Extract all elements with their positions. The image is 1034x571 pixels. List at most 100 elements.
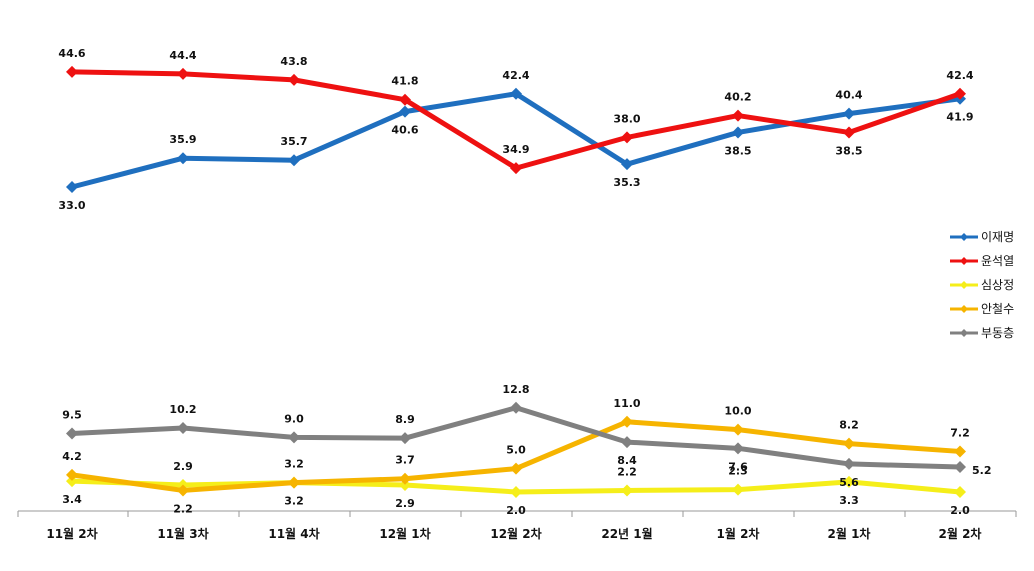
data-label: 40.4: [835, 89, 862, 102]
data-point: [399, 93, 411, 106]
data-point: [954, 486, 966, 498]
data-label: 40.2: [724, 91, 751, 104]
x-tick-label: 11월 2차: [46, 526, 97, 541]
data-point: [510, 401, 522, 414]
data-label: 11.0: [613, 397, 640, 410]
data-label: 3.4: [62, 493, 82, 506]
data-label: 2.2: [617, 465, 637, 478]
data-point: [621, 131, 633, 144]
data-point: [288, 154, 300, 167]
data-point: [954, 445, 966, 458]
data-point: [177, 152, 189, 165]
x-tick-label: 11월 4차: [268, 526, 319, 541]
data-point: [954, 87, 966, 100]
data-point: [843, 437, 855, 450]
data-label: 35.7: [280, 135, 307, 148]
data-label: 44.4: [169, 49, 196, 62]
data-label: 8.2: [839, 419, 859, 432]
data-label: 3.2: [284, 495, 304, 508]
data-point: [732, 126, 744, 139]
data-point: [621, 158, 633, 171]
data-point: [66, 65, 78, 78]
data-label: 3.7: [395, 454, 415, 467]
data-label: 42.4: [502, 69, 529, 82]
legend-swatch-marker: [960, 233, 968, 241]
data-label: 5.0: [506, 444, 526, 457]
legend-swatch-marker: [960, 281, 968, 289]
x-tick-label: 2월 2차: [939, 526, 982, 541]
data-point: [732, 483, 744, 496]
data-label: 5.6: [839, 476, 859, 489]
legend-label: 이재명: [981, 230, 1014, 244]
data-label: 8.9: [395, 413, 415, 426]
data-label: 35.9: [169, 133, 196, 146]
data-label: 2.0: [506, 504, 526, 517]
data-point: [843, 126, 855, 139]
legend-label: 윤석열: [981, 254, 1014, 268]
data-label: 12.8: [502, 383, 529, 396]
x-tick-label: 2월 1차: [828, 526, 871, 541]
data-point: [732, 109, 744, 122]
data-label: 38.0: [613, 112, 640, 125]
x-tick-label: 12월 2차: [490, 526, 541, 541]
data-point: [399, 105, 411, 118]
data-point: [66, 181, 78, 193]
data-label: 10.0: [724, 405, 751, 418]
data-label: 8.4: [617, 454, 637, 467]
data-point: [843, 475, 855, 488]
data-point: [288, 476, 300, 489]
data-label: 42.4: [946, 69, 973, 82]
data-label: 43.8: [280, 55, 307, 68]
legend-label: 부동층: [981, 326, 1014, 340]
data-point: [177, 67, 189, 80]
data-label: 7.2: [950, 426, 970, 439]
data-point: [66, 427, 78, 440]
legend-swatch-marker: [960, 305, 968, 313]
x-tick-label: 11월 3차: [157, 526, 208, 541]
data-point: [288, 73, 300, 86]
data-label: 2.9: [173, 460, 193, 473]
data-point: [66, 468, 78, 481]
data-label: 10.2: [169, 403, 196, 416]
data-label: 35.3: [613, 176, 640, 189]
data-point: [843, 457, 855, 470]
data-label: 33.0: [58, 199, 85, 212]
data-point: [843, 107, 855, 120]
data-label: 44.6: [58, 47, 85, 60]
legend-swatch-marker: [960, 257, 968, 265]
data-point: [510, 486, 522, 498]
legend-swatch-marker: [960, 329, 968, 337]
data-point: [732, 442, 744, 455]
data-label: 41.8: [391, 75, 418, 88]
data-point: [510, 462, 522, 475]
x-tick-label: 12월 1차: [379, 526, 430, 541]
data-label: 3.3: [839, 494, 859, 507]
x-tick-label: 22년 1월: [601, 526, 652, 541]
legend-label: 안철수: [981, 302, 1014, 316]
data-point: [177, 484, 189, 497]
data-point: [288, 431, 300, 444]
data-point: [510, 87, 522, 100]
series-line-5: [69, 405, 963, 470]
data-label: 9.0: [284, 412, 304, 425]
data-label: 40.6: [391, 124, 418, 137]
data-point: [66, 475, 78, 488]
data-point: [954, 461, 966, 474]
data-label: 2.2: [173, 502, 193, 515]
data-label: 3.2: [284, 458, 304, 471]
data-point: [621, 415, 633, 428]
data-label: 34.9: [502, 143, 529, 156]
data-label: 38.5: [724, 144, 751, 157]
data-label: 2.0: [950, 504, 970, 517]
data-point: [177, 422, 189, 435]
data-label: 2.9: [395, 497, 415, 510]
data-label: 2.3: [728, 465, 748, 478]
data-label: 9.5: [62, 409, 82, 422]
data-label: 5.2: [972, 464, 992, 477]
data-point: [510, 162, 522, 175]
data-point: [399, 472, 411, 485]
data-label: 7.6: [728, 460, 748, 473]
legend-label: 심상정: [981, 278, 1014, 292]
